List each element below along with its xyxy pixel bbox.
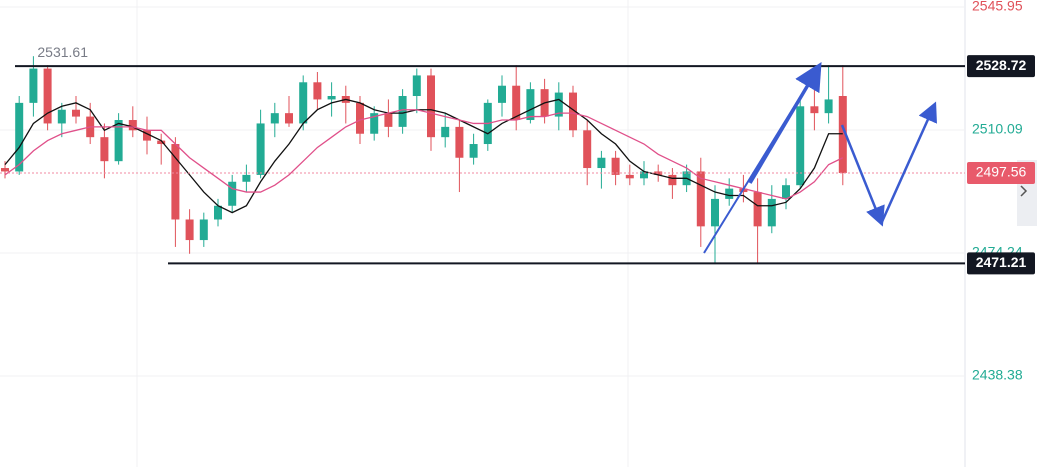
candle-body	[810, 106, 819, 114]
candle-body	[72, 109, 80, 117]
candle-body	[29, 68, 38, 103]
candle-body	[526, 89, 535, 121]
candle-body	[128, 120, 137, 131]
y-tick-label: 2510.09	[972, 121, 1023, 137]
candle-body	[384, 113, 393, 127]
candle-body	[512, 85, 521, 121]
candle-body	[597, 157, 606, 169]
candle-body	[199, 219, 208, 241]
candle-body	[554, 92, 563, 117]
candle-body	[753, 192, 762, 227]
candle-body	[143, 130, 151, 141]
candle-body	[640, 171, 648, 179]
candle-body	[313, 82, 322, 100]
candle-body	[654, 171, 663, 175]
candle-body	[356, 102, 364, 134]
moving-average	[4, 98, 843, 214]
level-label: 2471.21	[976, 254, 1027, 270]
candle-body	[185, 219, 194, 241]
candle-body	[498, 85, 506, 103]
candle-body	[398, 96, 407, 127]
candle-body	[370, 113, 379, 134]
last-price-label: 2497.56	[976, 164, 1027, 180]
candle-body	[824, 99, 833, 114]
level-label-box	[967, 252, 1035, 275]
candle-body	[796, 106, 805, 186]
candle-body	[583, 130, 592, 169]
candle-body	[412, 75, 421, 97]
candle-body	[299, 82, 308, 124]
candle-body	[171, 144, 180, 220]
candle-body	[625, 174, 634, 179]
y-tick-label: 2545.95	[972, 0, 1023, 14]
candle-body	[696, 171, 705, 227]
candle-body	[725, 188, 734, 199]
forecast-arrow	[840, 124, 885, 227]
candle-body	[668, 174, 677, 186]
drawings	[703, 61, 937, 254]
candle-body	[285, 113, 293, 124]
candle-body	[782, 185, 790, 199]
plot: 2531.61	[0, 6, 965, 377]
y-tick-label: 2438.38	[972, 367, 1023, 383]
forecast-arrow	[879, 101, 937, 225]
trend-arrow	[748, 61, 822, 184]
candle-body	[214, 205, 222, 220]
candle-body	[327, 96, 336, 100]
expand-icon[interactable]	[1020, 185, 1028, 197]
last-price-box	[967, 161, 1035, 184]
candle-body	[43, 68, 52, 124]
candle-body	[469, 144, 478, 158]
candle-body	[427, 75, 435, 138]
candle-body	[114, 120, 123, 162]
candle-body	[228, 181, 237, 206]
level-label-box	[967, 55, 1035, 78]
level-label: 2528.72	[976, 57, 1027, 73]
candle-body	[100, 137, 109, 162]
candle-body	[256, 123, 265, 175]
high-marker: 2531.61	[37, 44, 88, 60]
candle-body	[711, 198, 719, 227]
candle-body	[270, 113, 279, 124]
candle-body	[767, 198, 776, 227]
candle-body	[15, 102, 24, 172]
candle-body	[455, 126, 464, 158]
candle-body	[441, 126, 450, 138]
candle-body	[569, 92, 577, 131]
candle-body	[242, 174, 251, 182]
moving-average	[4, 109, 844, 200]
candle-body	[157, 140, 166, 145]
candle-body	[838, 96, 847, 173]
candle-body	[1, 168, 9, 172]
candle-body	[611, 157, 620, 175]
candle-body	[57, 109, 66, 124]
